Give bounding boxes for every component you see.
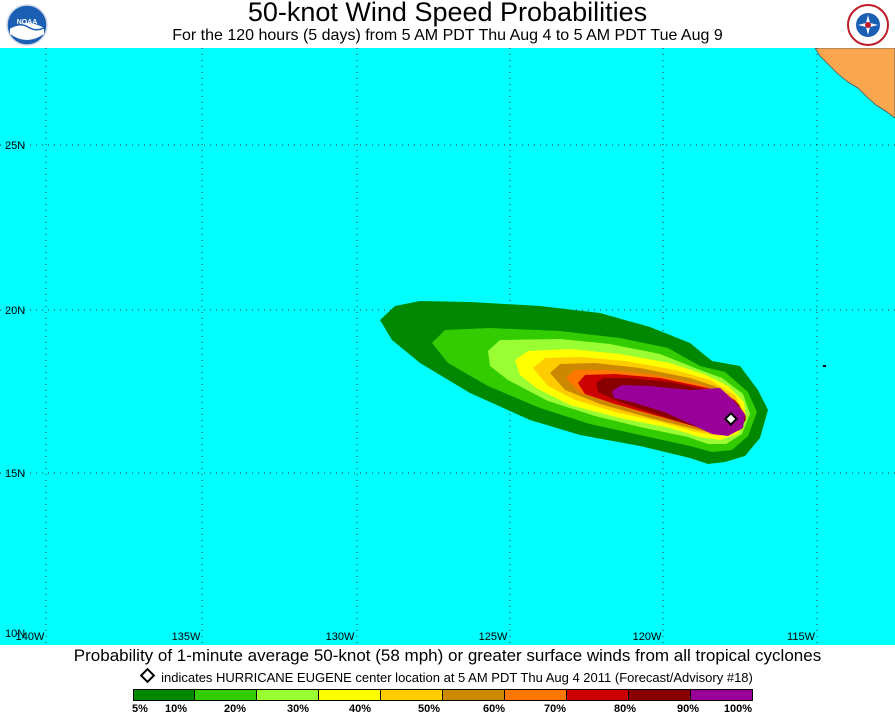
legend-label: 30% xyxy=(286,703,310,715)
storm-center-legend-icon xyxy=(139,667,156,684)
lon-label-135w: 135W xyxy=(172,631,201,643)
legend-swatch xyxy=(691,689,753,701)
small-island xyxy=(823,365,826,367)
probability-legend xyxy=(133,689,753,701)
legend-label: 5% xyxy=(132,703,148,715)
legend-label: 50% xyxy=(417,703,441,715)
lon-label-120w: 120W xyxy=(633,631,662,643)
lat-label-15n: 15N xyxy=(5,468,25,480)
lat-label-20n: 20N xyxy=(5,305,25,317)
probability-map: 25N 20N 15N 10N 140W 135W 130W 125W 120W… xyxy=(0,47,895,645)
legend-label: 60% xyxy=(482,703,506,715)
contour-90pct xyxy=(612,385,745,436)
nws-logo-icon xyxy=(847,4,889,46)
legend-label: 40% xyxy=(348,703,372,715)
legend-label: 80% xyxy=(613,703,637,715)
legend-label: 90% xyxy=(676,703,700,715)
noaa-logo-icon: NOAA xyxy=(6,4,48,46)
legend-swatch xyxy=(443,689,505,701)
legend-swatch xyxy=(629,689,691,701)
page-title: 50-knot Wind Speed Probabilities xyxy=(247,0,648,27)
header: NOAA 50-knot Wind Speed Probabilities Fo… xyxy=(0,0,895,48)
latitude-labels: 25N 20N 15N 10N xyxy=(5,140,25,640)
lat-label-10n: 10N xyxy=(5,628,25,640)
legend-label: 70% xyxy=(543,703,567,715)
legend-swatch xyxy=(505,689,567,701)
lat-label-25n: 25N xyxy=(5,140,25,152)
legend-swatch xyxy=(319,689,381,701)
legend-swatch xyxy=(195,689,257,701)
legend-swatch xyxy=(381,689,443,701)
svg-text:NOAA: NOAA xyxy=(17,19,38,26)
land-mexico xyxy=(814,47,895,119)
map-caption: Probability of 1-minute average 50-knot … xyxy=(73,646,822,665)
lon-label-115w: 115W xyxy=(787,631,816,643)
storm-note-text: indicates HURRICANE EUGENE center locati… xyxy=(161,670,753,685)
lon-label-130w: 130W xyxy=(326,631,355,643)
storm-center-diamond-icon xyxy=(723,411,738,426)
legend-labels: 5% 10% 20% 30% 40% 50% 60% 70% 80% 90% 1… xyxy=(0,703,895,717)
map-canvas: 25N 20N 15N 10N 140W 135W 130W 125W 120W… xyxy=(0,47,895,645)
legend-swatch xyxy=(257,689,319,701)
lon-label-140w: 140W xyxy=(16,631,45,643)
probability-contours xyxy=(380,301,768,464)
page-subtitle: For the 120 hours (5 days) from 5 AM PDT… xyxy=(172,27,723,44)
lon-label-125w: 125W xyxy=(479,631,508,643)
legend-label: 20% xyxy=(223,703,247,715)
legend-label: 100% xyxy=(723,703,753,715)
legend-label: 10% xyxy=(164,703,188,715)
legend-swatch xyxy=(567,689,629,701)
storm-note: indicates HURRICANE EUGENE center locati… xyxy=(0,667,895,686)
longitude-labels: 140W 135W 130W 125W 120W 115W xyxy=(16,631,816,643)
legend-swatch xyxy=(133,689,195,701)
